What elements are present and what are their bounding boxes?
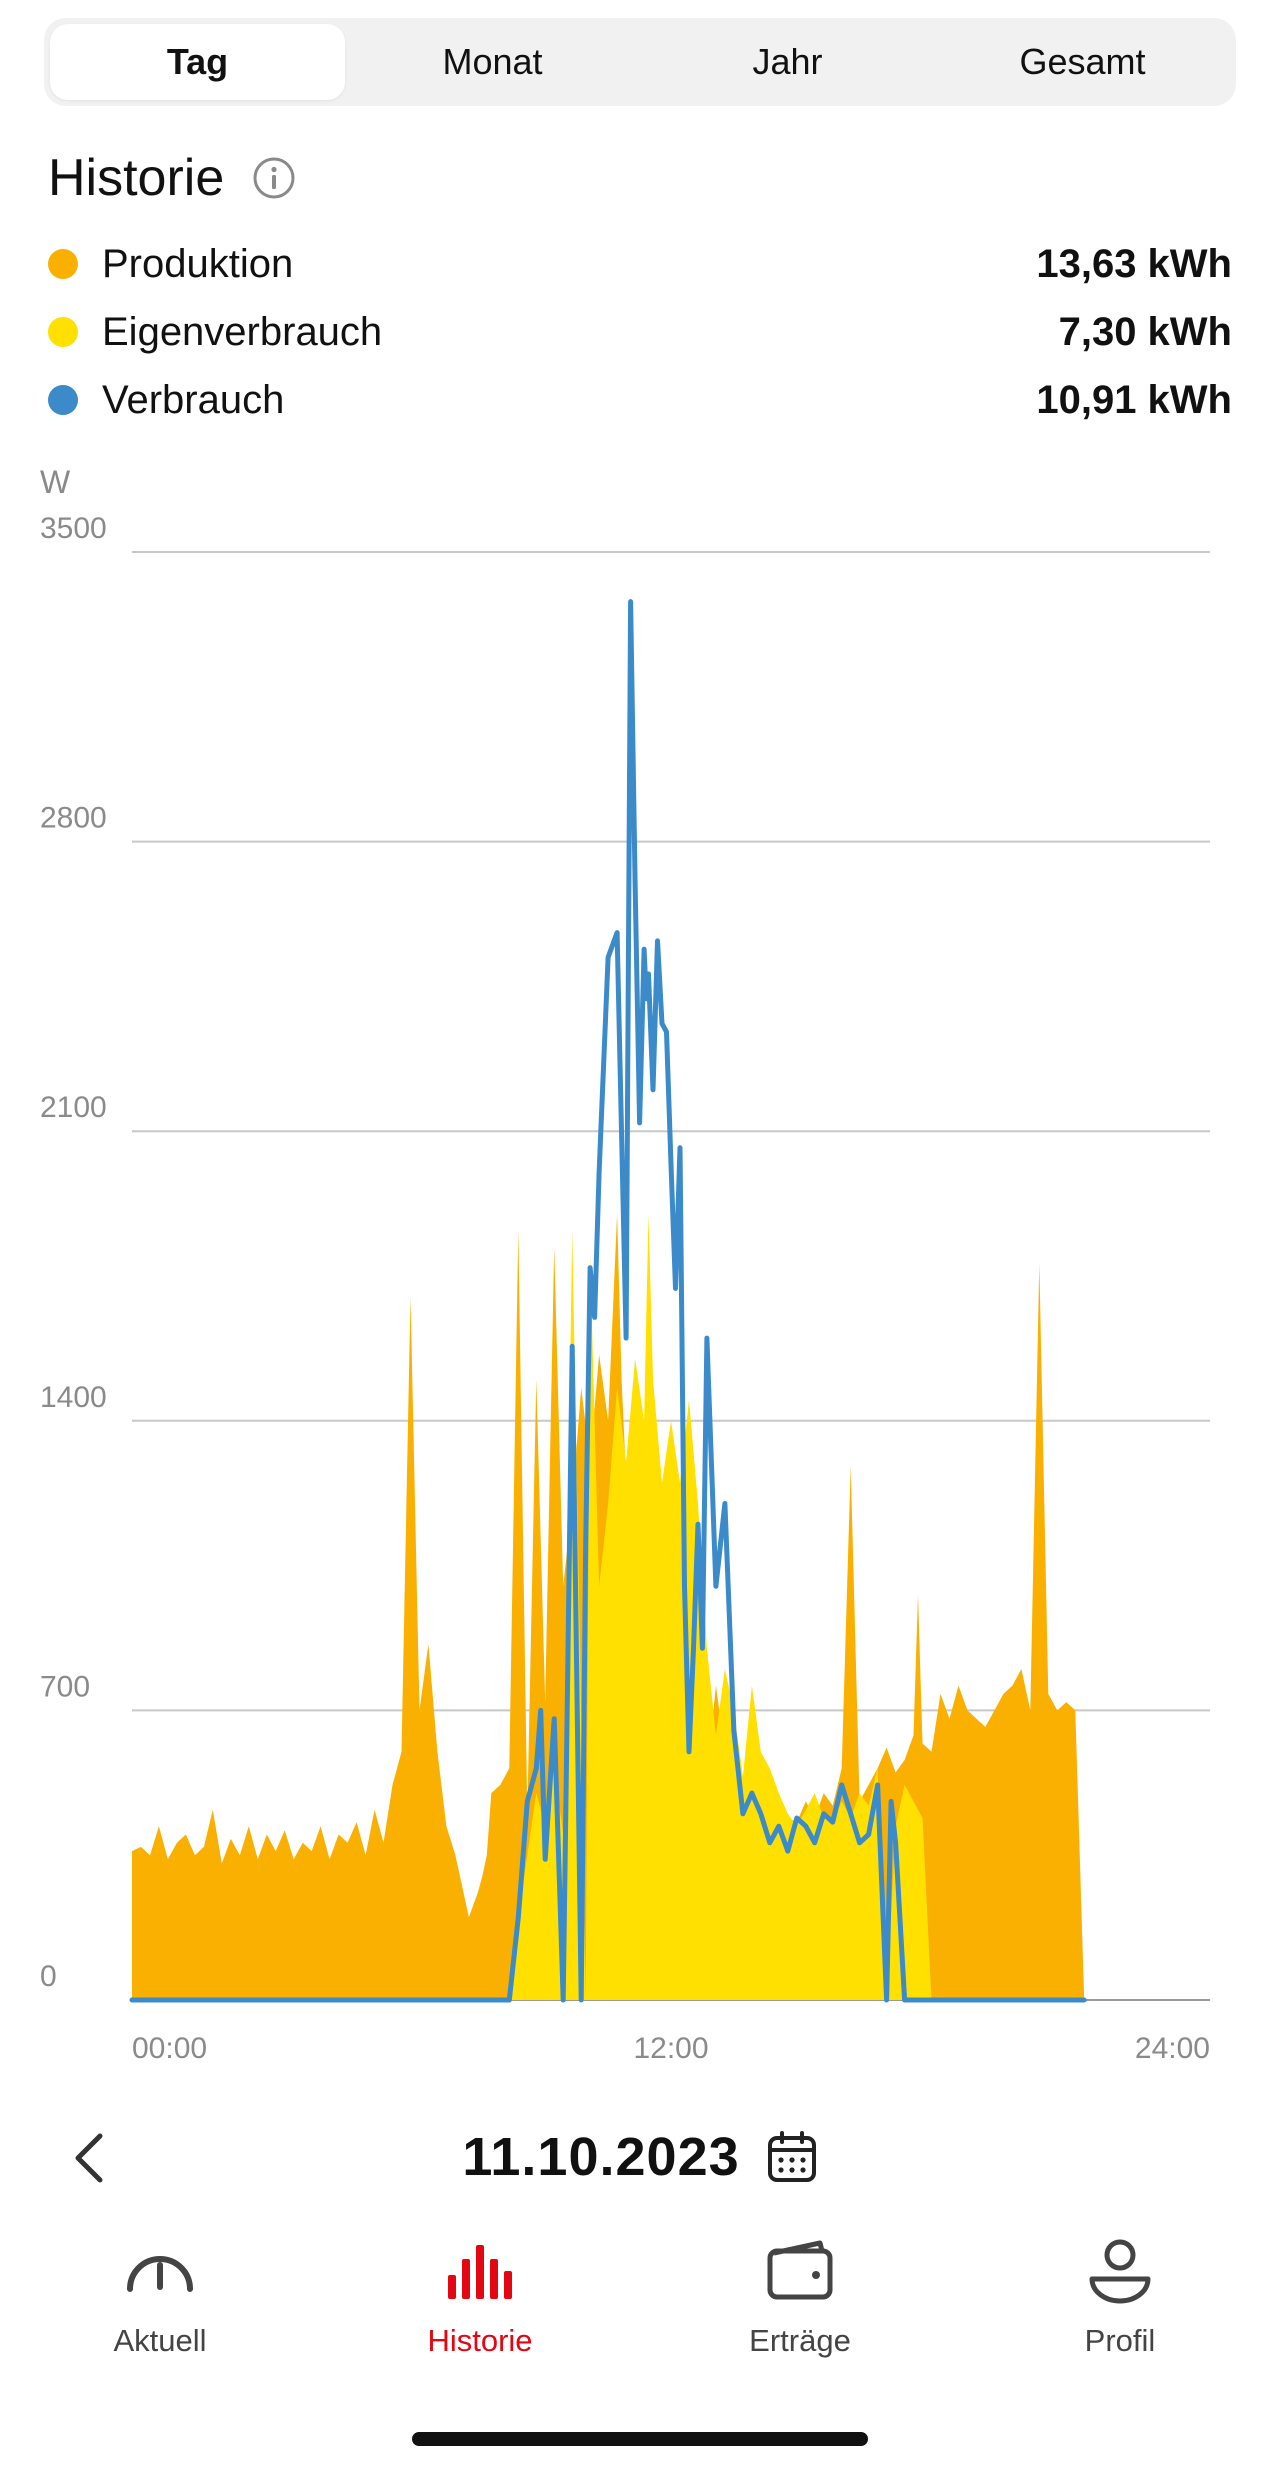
series-eigenverbrauch-area: [509, 1213, 932, 2000]
y-tick-label: 3500: [40, 512, 107, 545]
legend-value: 7,30 kWh: [1058, 309, 1232, 354]
legend-value: 10,91 kWh: [1036, 377, 1232, 422]
section-title: Historie: [48, 149, 225, 207]
nav-label: Historie: [427, 2323, 533, 2358]
legend: Produktion 13,63 kWh Eigenverbrauch 7,30…: [48, 230, 1232, 434]
x-tick-label: 00:00: [132, 2032, 207, 2065]
y-tick-label: 2100: [40, 1091, 107, 1124]
y-tick-label: 1400: [40, 1381, 107, 1414]
history-chart: 0 700 1400 2100 2800 3500 00:00 12:00 24:00: [40, 512, 1210, 2065]
series-verbrauch-line: [129, 599, 1087, 2003]
legend-row-eigenverbrauch: Eigenverbrauch 7,30 kWh: [48, 298, 1232, 366]
legend-value: 13,63 kWh: [1036, 241, 1232, 286]
wallet-icon: [767, 2240, 833, 2300]
tab-jahr[interactable]: Jahr: [752, 41, 823, 82]
nav-aktuell[interactable]: Aktuell: [0, 2235, 320, 2385]
date-text[interactable]: 11.10.2023: [462, 2127, 740, 2187]
tab-gesamt[interactable]: Gesamt: [1019, 41, 1146, 82]
nav-label: Profil: [1084, 2323, 1156, 2358]
legend-label: Eigenverbrauch: [102, 309, 383, 354]
gauge-icon: [127, 2256, 193, 2292]
date-bar: 11.10.2023: [0, 2120, 1280, 2200]
info-icon[interactable]: [252, 156, 296, 200]
tab-tag[interactable]: Tag: [50, 24, 345, 100]
legend-row-produktion: Produktion 13,63 kWh: [48, 230, 1232, 298]
y-tick-label: 0: [40, 1960, 57, 1993]
tab-monat[interactable]: Monat: [442, 41, 543, 82]
legend-row-verbrauch: Verbrauch 10,91 kWh: [48, 366, 1232, 434]
period-segmented-control: Tag Monat Jahr Gesamt: [44, 18, 1236, 106]
profile-icon: [1089, 2239, 1151, 2304]
bar-chart-icon: [448, 2245, 512, 2299]
legend-label: Produktion: [102, 241, 294, 286]
bottom-navigation: Aktuell Historie Erträge Profil: [0, 2235, 1280, 2385]
nav-label: Erträge: [749, 2323, 851, 2358]
nav-historie[interactable]: Historie: [320, 2235, 640, 2385]
x-tick-label: 24:00: [1135, 2032, 1210, 2065]
legend-dot-eigenverbrauch: [48, 317, 78, 347]
nav-profil[interactable]: Profil: [960, 2235, 1280, 2385]
legend-dot-verbrauch: [48, 385, 78, 415]
y-axis-unit: W: [40, 464, 71, 500]
nav-ertraege[interactable]: Erträge: [640, 2235, 960, 2385]
legend-label: Verbrauch: [102, 377, 285, 422]
home-indicator: [412, 2432, 868, 2446]
nav-label: Aktuell: [113, 2323, 207, 2358]
calendar-icon[interactable]: [766, 2130, 818, 2184]
date-display: 11.10.2023: [0, 2126, 1280, 2188]
section-header: Historie: [48, 148, 296, 208]
previous-day-button[interactable]: [64, 2128, 114, 2188]
legend-dot-produktion: [48, 249, 78, 279]
x-tick-label: 12:00: [633, 2032, 708, 2065]
y-tick-label: 2800: [40, 802, 107, 835]
y-tick-label: 700: [40, 1670, 90, 1703]
